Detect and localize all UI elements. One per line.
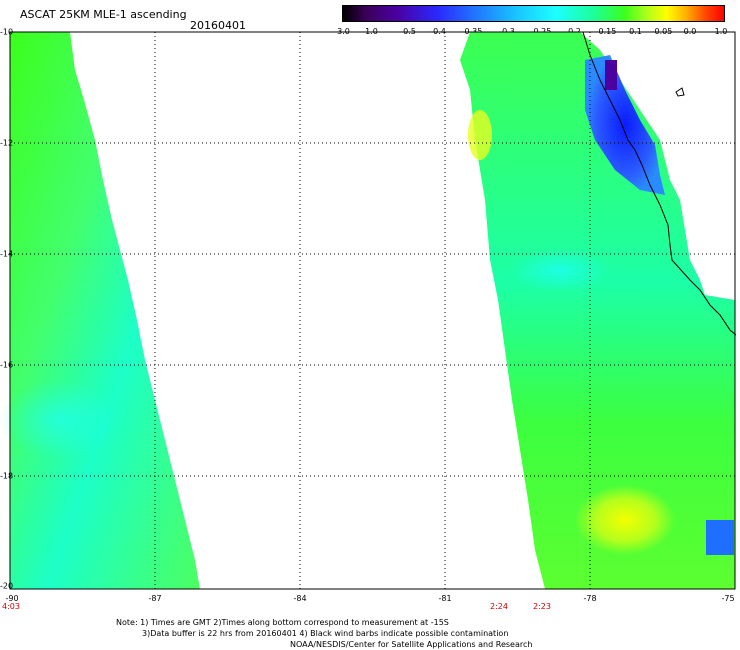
map-title: ASCAT 25KM MLE-1 ascending: [20, 8, 187, 21]
lon-label: -78: [583, 594, 597, 603]
grid-lines: [10, 32, 735, 589]
plot-frame: [9, 31, 736, 590]
lat-label: -12: [0, 138, 14, 148]
yellow-edge-patch: [468, 110, 492, 160]
time-label: 2:24: [490, 602, 508, 611]
map-date: 20160401: [190, 19, 246, 32]
lon-label: -87: [148, 594, 162, 603]
coastline: [582, 31, 737, 336]
color-scale-bar: [342, 5, 725, 22]
lat-label: -14: [0, 249, 14, 259]
blue-offshore-patch: [706, 520, 734, 555]
lat-label: -20: [0, 581, 14, 591]
purple-anomaly: [605, 60, 617, 90]
footnote-line: 3)Data buffer is 22 hrs from 20160401 4)…: [142, 629, 509, 638]
lon-label: -81: [438, 594, 452, 603]
high-value-patch: [575, 485, 675, 555]
low-value-patch: [0, 380, 120, 460]
island-outline: [675, 87, 685, 97]
lat-label: -16: [0, 360, 14, 370]
time-label: 4:03: [2, 602, 20, 611]
lat-label: -10: [0, 27, 14, 37]
satellite-swath-right: [460, 32, 735, 589]
lon-label: -75: [721, 594, 735, 603]
lat-label: -18: [0, 471, 14, 481]
lon-label: -84: [293, 594, 307, 603]
satellite-swath-left: [10, 32, 200, 589]
lon-label: -90: [5, 594, 19, 603]
cyan-patch: [510, 248, 610, 292]
footnote-credit: NOAA/NESDIS/Center for Satellite Applica…: [290, 640, 533, 649]
footnote-line: Note: 1) Times are GMT 2)Times along bot…: [116, 618, 449, 627]
time-label: 2:23: [533, 602, 551, 611]
